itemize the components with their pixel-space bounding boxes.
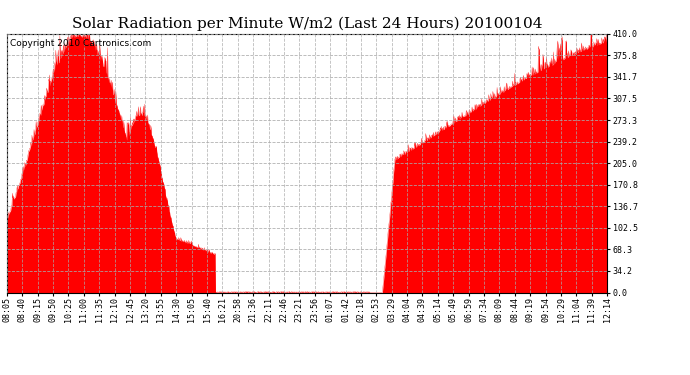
Title: Solar Radiation per Minute W/m2 (Last 24 Hours) 20100104: Solar Radiation per Minute W/m2 (Last 24… — [72, 17, 542, 31]
Text: Copyright 2010 Cartronics.com: Copyright 2010 Cartronics.com — [10, 39, 151, 48]
